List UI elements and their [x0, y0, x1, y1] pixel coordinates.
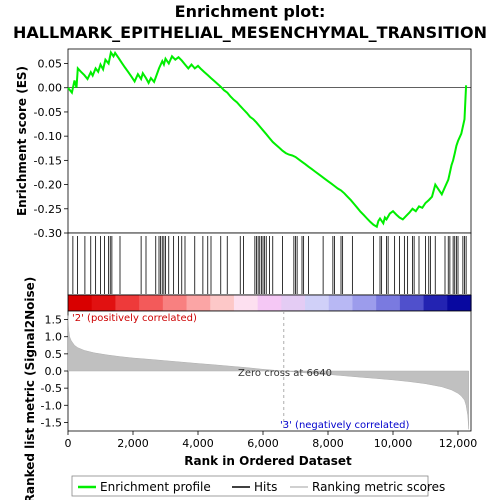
- es-y-tick-label: -0.15: [34, 154, 62, 167]
- rank-bar-segment: [186, 295, 211, 311]
- x-tick-label: 10,000: [374, 437, 413, 450]
- legend-box: [71, 475, 429, 497]
- enrichment-profile-line: [67, 49, 468, 229]
- x-tick-label: 6,000: [247, 437, 279, 450]
- rank-bar-segment: [328, 295, 354, 311]
- rank-bar-segment: [233, 295, 259, 311]
- rank-color-bar: [68, 295, 472, 311]
- rank-bar-segment: [352, 295, 377, 311]
- es-y-tick-label: -0.25: [34, 203, 62, 216]
- metric-y-axis: 1.5 1.0 0.5 0.0 -0.5 -1.0 -1.5: [41, 314, 68, 429]
- metric-y-tick-label: 0.0: [45, 365, 63, 378]
- es-plot-area: [67, 48, 472, 234]
- x-tick-label: 4,000: [182, 437, 214, 450]
- rank-bar-segment: [257, 295, 282, 311]
- metric-area: [67, 315, 469, 430]
- metric-y-tick-label: -1.0: [41, 399, 62, 412]
- rank-bar-segment: [210, 295, 235, 311]
- x-tick-label: 2,000: [117, 437, 149, 450]
- es-y-tick-label: -0.30: [34, 227, 62, 240]
- es-axis-label: Enrichment score (ES): [15, 66, 29, 216]
- metric-x-axis: 0 2,000 4,000 6,000 8,000 10,000 12,000: [65, 431, 478, 450]
- es-y-tick-label: -0.10: [34, 130, 62, 143]
- zero-cross-label: Zero cross at 6640: [238, 368, 332, 379]
- metric-y-tick-label: 1.0: [45, 331, 63, 344]
- negative-correlation-label: '3' (negatively correlated): [280, 420, 409, 431]
- rank-bar-segment: [423, 295, 448, 311]
- chart-title-line-1: Enrichment plot:: [175, 2, 326, 21]
- rank-bar-segment: [447, 295, 472, 311]
- metric-y-tick-label: 0.5: [45, 348, 63, 361]
- rank-bar-segment: [139, 295, 164, 311]
- metric-y-tick-label: -1.5: [41, 416, 62, 429]
- x-axis-label: Rank in Ordered Dataset: [184, 454, 352, 468]
- rank-bar-segment: [68, 295, 93, 311]
- x-tick-label: 8,000: [312, 437, 344, 450]
- rank-bar-segment: [305, 295, 330, 311]
- metric-y-tick-label: -0.5: [41, 382, 62, 395]
- x-tick-label: 0: [65, 437, 72, 450]
- es-y-tick-label: -0.20: [34, 179, 62, 192]
- legend-hits-label: Hits: [254, 480, 277, 494]
- rank-bar-segment: [91, 295, 117, 311]
- chart-title-line-2: HALLMARK_EPITHELIAL_MESENCHYMAL_TRANSITI…: [13, 23, 487, 42]
- x-tick-label: 12,000: [439, 437, 478, 450]
- rank-bar-segment: [115, 295, 140, 311]
- es-y-axis: 0.05 0.00 -0.05 -0.10 -0.15 -0.20 -0.25 -0.30: [34, 58, 471, 240]
- metric-y-tick-label: 1.5: [45, 314, 63, 327]
- es-curve-group: [67, 49, 468, 229]
- ranking-metric-area: [67, 315, 469, 430]
- rank-bar-segment: [281, 295, 306, 311]
- rank-bar-segment: [376, 295, 401, 311]
- legend-ranking-label: Ranking metric scores: [312, 480, 445, 494]
- rank-bar-segment: [399, 295, 425, 311]
- legend-enrichment-label: Enrichment profile: [100, 480, 211, 494]
- es-y-tick-label: -0.05: [34, 106, 62, 119]
- es-y-tick-label: 0.00: [38, 82, 63, 95]
- hits-group: [72, 236, 467, 294]
- rank-bar-segment: [162, 295, 188, 311]
- es-y-tick-label: 0.05: [38, 58, 63, 71]
- positive-correlation-label: '2' (positively correlated): [72, 313, 197, 324]
- metric-axis-label: Ranked list metric (Signal2Noise): [23, 277, 37, 500]
